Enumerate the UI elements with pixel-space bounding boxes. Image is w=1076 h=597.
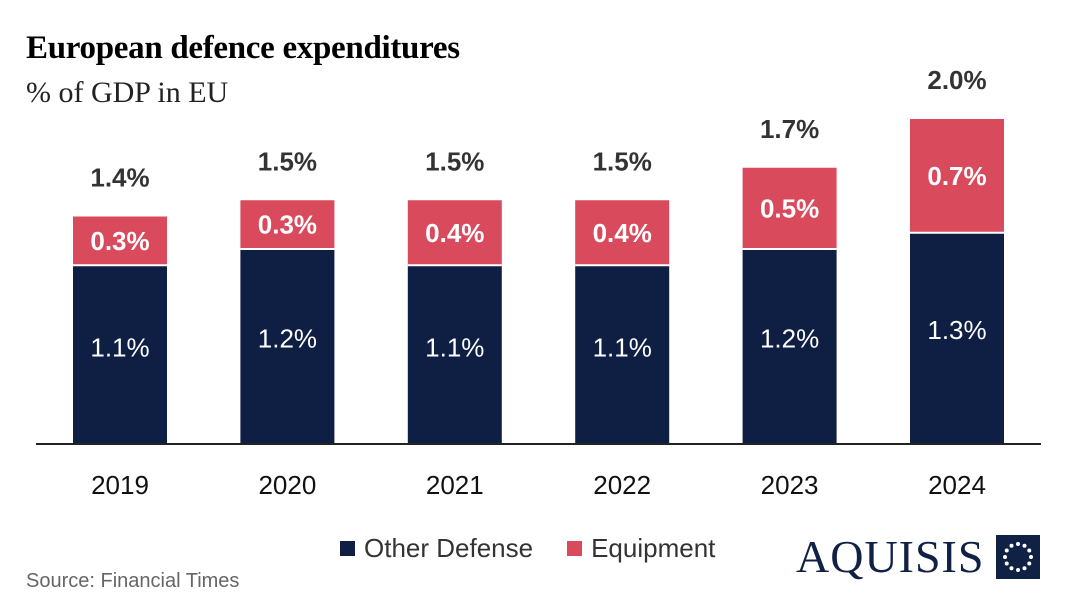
logo-dot — [1005, 561, 1010, 566]
logo-dot — [1005, 548, 1010, 553]
chart-subtitle: % of GDP in EU — [26, 76, 229, 109]
total-label: 1.5% — [258, 146, 317, 176]
data-label-other-defense: 1.1% — [90, 332, 149, 362]
total-label: 1.5% — [593, 146, 652, 176]
logo-dot — [1016, 568, 1021, 572]
bar-other-defense — [742, 249, 837, 444]
x-tick-label: 2023 — [761, 470, 819, 500]
total-label: 1.5% — [425, 146, 484, 176]
data-label-other-defense: 1.2% — [258, 324, 317, 354]
logo-dot — [1003, 555, 1008, 559]
x-tick-label: 2019 — [91, 470, 149, 500]
logo-dot — [1022, 543, 1027, 548]
bar-equipment — [240, 200, 335, 249]
data-label-equipment: 0.5% — [760, 193, 819, 223]
total-label: 1.4% — [90, 163, 149, 193]
logo-dot — [1029, 555, 1034, 559]
data-label-equipment: 0.7% — [927, 161, 986, 191]
total-label: 1.7% — [760, 114, 819, 144]
logo-dot — [1027, 548, 1032, 553]
brand: AQUISIS — [796, 531, 1041, 582]
legend-label-other-defense: Other Defense — [364, 533, 534, 563]
bar-other-defense — [73, 265, 167, 444]
chart-legend: Other Defense Equipment — [340, 533, 749, 564]
bar-other-defense — [575, 265, 670, 444]
data-label-equipment: 0.3% — [90, 226, 149, 256]
bar-equipment — [742, 167, 837, 249]
x-tick-label: 2022 — [593, 470, 651, 500]
data-label-other-defense: 1.1% — [425, 332, 484, 362]
legend-item-equipment: Equipment — [567, 533, 715, 564]
bar-other-defense — [407, 265, 502, 444]
bar-equipment — [575, 200, 670, 266]
bar-other-defense — [240, 249, 335, 444]
brand-name: AQUISIS — [796, 531, 985, 582]
star-ring-logo-icon — [996, 535, 1041, 579]
data-label-other-defense: 1.2% — [760, 324, 819, 354]
legend-label-equipment: Equipment — [591, 533, 716, 563]
total-label: 2.0% — [927, 65, 986, 95]
data-label-other-defense: 1.1% — [593, 332, 652, 362]
bar-chart: 1.1% 0.3% 1.4% 2019 1.2% 0.3% 1.5% 2020 1.1% 0.4%… — [36, 65, 1041, 500]
x-tick-label: 2021 — [426, 470, 484, 500]
data-label-other-defense: 1.3% — [927, 315, 986, 345]
data-label-equipment: 0.4% — [593, 218, 652, 248]
x-tick-label: 2020 — [258, 470, 316, 500]
bar-equipment — [73, 216, 167, 266]
bar-equipment — [407, 200, 502, 266]
logo-dot — [1022, 566, 1027, 571]
source-note: Source: Financial Times — [26, 570, 240, 592]
logo-dot — [1016, 542, 1021, 546]
x-tick-label: 2024 — [928, 470, 986, 500]
legend-swatch-other-defense — [340, 541, 355, 556]
bar-other-defense — [910, 232, 1004, 444]
bar-equipment — [910, 119, 1004, 233]
legend-swatch-equipment — [567, 541, 583, 556]
logo-dot — [1009, 566, 1014, 571]
data-label-equipment: 0.3% — [258, 210, 317, 240]
logo-dot — [1009, 543, 1014, 548]
data-label-equipment: 0.4% — [425, 218, 484, 248]
legend-item-other-defense: Other Defense — [340, 533, 533, 564]
logo-dot — [1027, 561, 1032, 566]
chart-title: European defence expenditures — [26, 30, 460, 66]
